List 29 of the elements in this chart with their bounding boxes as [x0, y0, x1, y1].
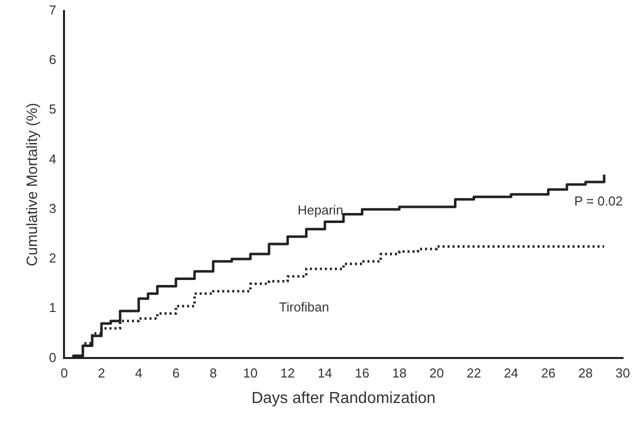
y-tick-label: 6	[48, 52, 56, 68]
x-tick-label: 26	[541, 366, 556, 381]
x-tick-label: 16	[354, 366, 370, 381]
y-tick-label: 2	[48, 250, 56, 266]
x-axis-title: Days after Randomization	[251, 390, 436, 407]
y-axis-title: Cumulative Mortality (%)	[24, 102, 42, 266]
x-tick-label: 10	[243, 366, 258, 381]
series-label: Heparin	[298, 202, 344, 218]
y-tick-label: 1	[48, 300, 56, 316]
x-tick-label: 28	[578, 366, 593, 381]
x-tick-label: 8	[210, 366, 217, 381]
x-tick-label: 24	[504, 366, 518, 381]
x-tick-label: 12	[280, 366, 295, 381]
x-tick-label: 0	[60, 366, 68, 381]
x-tick-label: 6	[172, 366, 180, 381]
y-tick-label: 5	[48, 102, 56, 117]
annotation: P = 0.02	[574, 193, 623, 208]
x-tick-label: 30	[616, 366, 630, 381]
x-tick-label: 20	[429, 366, 444, 381]
x-tick-label: 14	[318, 366, 332, 381]
y-tick-label: 0	[48, 350, 56, 365]
x-tick-label: 22	[466, 366, 482, 381]
x-tick-label: 18	[392, 366, 407, 381]
y-tick-label: 7	[48, 2, 56, 18]
y-tick-label: 4	[48, 151, 56, 166]
y-tick-label: 3	[48, 200, 56, 216]
x-tick-label: 4	[135, 366, 142, 381]
x-tick-label: 2	[98, 366, 106, 381]
series-label: Tirofiban	[279, 299, 330, 314]
